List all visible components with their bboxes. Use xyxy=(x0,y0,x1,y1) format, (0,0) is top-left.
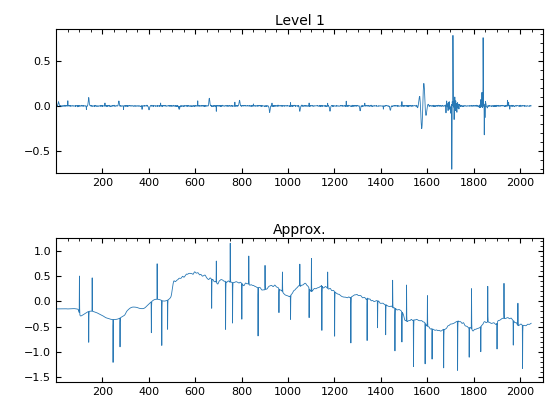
Title: Level 1: Level 1 xyxy=(274,14,325,28)
Title: Approx.: Approx. xyxy=(273,223,326,237)
